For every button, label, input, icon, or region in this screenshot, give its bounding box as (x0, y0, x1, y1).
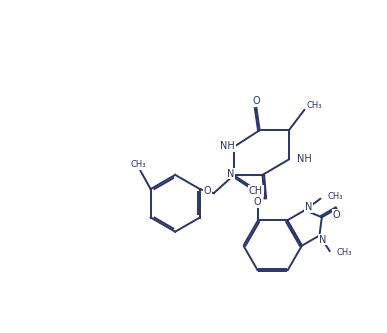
Text: NH: NH (220, 142, 235, 152)
Text: NH: NH (297, 155, 312, 165)
Text: O: O (253, 96, 260, 106)
Text: O: O (333, 210, 341, 220)
Text: N: N (227, 168, 234, 179)
Text: O: O (204, 186, 212, 196)
Text: N: N (305, 202, 313, 212)
Text: CH₃: CH₃ (337, 248, 353, 257)
Text: N: N (319, 234, 326, 244)
Text: CH₃: CH₃ (327, 192, 343, 201)
Text: CH₃: CH₃ (131, 160, 146, 169)
Text: O: O (253, 197, 261, 207)
Text: CH: CH (249, 186, 263, 196)
Text: CH₃: CH₃ (307, 101, 322, 110)
